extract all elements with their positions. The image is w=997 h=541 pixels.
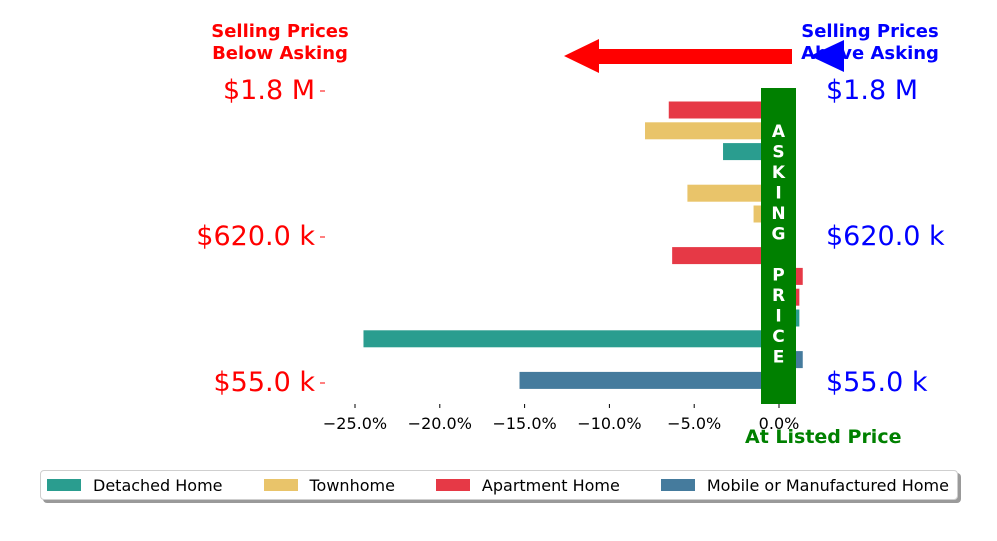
legend-item-detached: Detached Home [47, 476, 223, 495]
asking-price-band-letter: R [772, 286, 785, 306]
bar-1 [668, 101, 779, 119]
above-asking-header: Selling Prices Above Asking [770, 21, 970, 65]
bar-12 [363, 330, 779, 348]
asking-price-band-letter: I [775, 307, 781, 327]
arrow-head-left [564, 39, 599, 73]
x-tick-label: −5.0% [667, 414, 721, 433]
arrow-head-right [810, 40, 844, 72]
x-tick-label: 0.0% [759, 414, 800, 433]
legend-item-mobile: Mobile or Manufactured Home [660, 475, 949, 495]
below-asking-header-line2: Below Asking [212, 43, 348, 64]
legend-swatch-detached [47, 479, 81, 491]
legend-item-townhome: Townhome [263, 475, 395, 495]
asking-price-band-letter: S [772, 143, 784, 163]
x-tick-label: −20.0% [408, 414, 472, 433]
left-price-label-middle: $620.0 k [196, 221, 315, 252]
right-price-label-bottom: $55.0 k [826, 367, 928, 398]
asking-price-band-letter: K [772, 163, 786, 183]
legend-swatch-mobile [660, 479, 695, 491]
above-asking-header-line1: Selling Prices [801, 21, 939, 42]
legend: Detached Home Townhome Apartment Home Mo… [40, 470, 958, 500]
x-axis: −25.0% −20.0% −15.0% −10.0% −5.0% 0.0% [323, 404, 799, 433]
legend-label-detached: Detached Home [93, 475, 223, 495]
bar-14 [519, 371, 779, 389]
x-tick-label: −25.0% [323, 414, 387, 433]
asking-price-band-letter: N [771, 204, 785, 224]
direction-arrow [564, 39, 844, 73]
asking-price-band-letter: A [772, 122, 786, 142]
right-price-label-middle: $620.0 k [826, 221, 945, 252]
legend-label-townhome: Townhome [309, 475, 395, 495]
legend-swatch-townhome [263, 479, 298, 491]
asking-price-band [761, 88, 796, 404]
below-asking-header-line1: Selling Prices [211, 21, 349, 42]
above-asking-header-line2: Above Asking [801, 43, 939, 64]
bar-2 [645, 122, 779, 140]
bars-layer [363, 101, 803, 389]
asking-price-band-letter: I [775, 184, 781, 204]
asking-price-band-letter: C [772, 327, 784, 347]
left-price-label-top: $1.8 M [223, 75, 315, 106]
bar-5 [687, 184, 779, 202]
left-price-label-bottom: $55.0 k [213, 367, 315, 398]
asking-price-band-letter: E [773, 348, 785, 368]
at-listed-price-label: At Listed Price [745, 426, 902, 448]
y-axis-ticks [320, 90, 325, 384]
right-price-label-top: $1.8 M [826, 75, 918, 106]
asking-price-band-letter: P [772, 266, 784, 286]
x-tick-label: −10.0% [577, 414, 641, 433]
legend-label-mobile: Mobile or Manufactured Home [706, 475, 949, 495]
bar-8 [672, 247, 779, 265]
legend-swatch-apartment [435, 479, 470, 491]
asking-price-band-letter: G [772, 225, 786, 245]
x-tick-label: −15.0% [492, 414, 556, 433]
legend-item-apartment: Apartment Home [435, 475, 620, 495]
legend-label-apartment: Apartment Home [481, 475, 620, 495]
arrow-shaft [597, 49, 792, 64]
below-asking-header: Selling Prices Below Asking [180, 21, 380, 65]
